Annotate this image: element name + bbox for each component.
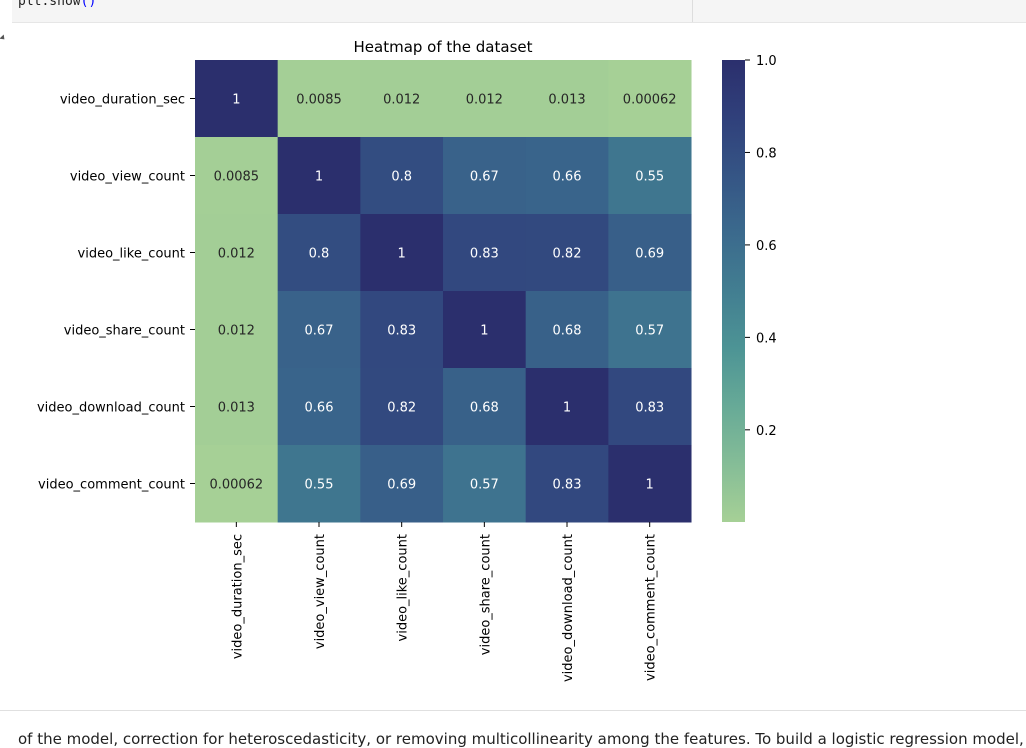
cell-annotation-2-5: 0.69 [635, 247, 664, 262]
row-label-5: video_comment_count [38, 478, 185, 493]
code-cell-divider [692, 0, 693, 22]
heatmap-cell-4-4 [525, 368, 609, 446]
heatmap-cell-5-4 [525, 445, 609, 523]
heatmap-cell-4-1 [277, 368, 361, 446]
cell-annotation-0-0: 1 [232, 93, 240, 108]
markdown-preview: of the model, correction for heterosceda… [18, 730, 1024, 748]
heatmap-cell-1-5 [608, 137, 692, 215]
cell-annotation-1-1: 1 [315, 170, 323, 185]
cell-annotation-3-2: 0.83 [387, 324, 416, 339]
col-label-4: video_download_count [561, 534, 576, 682]
code-cell[interactable]: plt.show() [12, 0, 1026, 23]
cell-annotation-3-4: 0.68 [553, 324, 582, 339]
heatmap-cell-2-0 [195, 214, 279, 292]
colorbar [722, 60, 745, 522]
cell-annotation-5-5: 1 [646, 478, 654, 493]
cell-annotation-4-4: 1 [563, 401, 571, 416]
col-label-1: video_view_count [313, 534, 328, 649]
cell-annotation-4-2: 0.82 [387, 401, 416, 416]
cell-annotation-2-3: 0.83 [470, 247, 499, 262]
cell-annotation-2-4: 0.82 [553, 247, 582, 262]
heatmap-cell-5-2 [360, 445, 444, 523]
colorbar-tick-label-1: 0.4 [756, 331, 777, 346]
row-label-4: video_download_count [37, 401, 185, 416]
heatmap-cell-5-1 [277, 445, 361, 523]
heatmap-cell-0-2 [360, 60, 444, 138]
heatmap-cell-5-3 [443, 445, 527, 523]
cell-annotation-4-3: 0.68 [470, 401, 499, 416]
heatmap-cell-2-3 [443, 214, 527, 292]
cell-annotation-1-3: 0.67 [470, 170, 499, 185]
row-label-2: video_like_count [78, 247, 185, 262]
code-line[interactable]: plt.show() [18, 0, 96, 9]
heatmap-cell-3-3 [443, 291, 527, 369]
col-label-3: video_share_count [478, 534, 493, 655]
cell-annotation-1-4: 0.66 [553, 170, 582, 185]
heatmap-cell-3-2 [360, 291, 444, 369]
colorbar-tick-label-0: 0.2 [756, 424, 777, 439]
heatmap-cell-3-1 [277, 291, 361, 369]
heatmap-chart: Heatmap of the dataset 1 0.0085 0.012 0.012… [37, 38, 777, 682]
cell-annotation-0-3: 0.012 [466, 93, 503, 108]
colorbar-tick-label-3: 0.8 [756, 146, 777, 161]
heatmap-cell-1-1 [277, 137, 361, 215]
cell-annotation-2-0: 0.012 [218, 247, 255, 262]
cell-annotation-0-2: 0.012 [383, 93, 420, 108]
heatmap-cell-0-0 [195, 60, 279, 138]
heatmap-cell-2-2 [360, 214, 444, 292]
heatmap-cell-1-0 [195, 137, 279, 215]
row-label-0: video_duration_sec [60, 93, 185, 108]
code-paren: () [80, 0, 97, 9]
colorbar-tick-label-4: 1.0 [756, 54, 777, 69]
chart-title: Heatmap of the dataset [354, 38, 533, 56]
row-label-1: video_view_count [70, 170, 185, 185]
cell-annotation-3-1: 0.67 [305, 324, 334, 339]
cell-annotation-5-2: 0.69 [387, 478, 416, 493]
heatmap-cell-5-5 [608, 445, 692, 523]
output-divider [0, 710, 1026, 711]
col-label-0: video_duration_sec [230, 534, 245, 659]
cell-annotation-2-2: 1 [398, 247, 406, 262]
cell-annotation-0-5: 0.00062 [623, 93, 677, 108]
cell-annotation-5-1: 0.55 [305, 478, 334, 493]
heatmap-cell-4-3 [443, 368, 527, 446]
heatmap-cell-2-5 [608, 214, 692, 292]
heatmap-cell-0-4 [525, 60, 609, 138]
cell-annotation-4-5: 0.83 [635, 401, 664, 416]
cell-annotation-3-0: 0.012 [218, 324, 255, 339]
heatmap-cell-1-3 [443, 137, 527, 215]
heatmap-cell-4-2 [360, 368, 444, 446]
heatmap-cell-1-4 [525, 137, 609, 215]
cell-annotation-5-4: 0.83 [553, 478, 582, 493]
heatmap-cell-4-0 [195, 368, 279, 446]
heatmap-cell-5-0 [195, 445, 279, 523]
heatmap-cell-1-2 [360, 137, 444, 215]
heatmap-cell-2-1 [277, 214, 361, 292]
cell-annotation-5-3: 0.57 [470, 478, 499, 493]
cell-annotation-5-0: 0.00062 [209, 478, 263, 493]
colorbar-tick-label-2: 0.6 [756, 239, 777, 254]
cell-annotation-2-1: 0.8 [309, 247, 330, 262]
cell-annotation-4-1: 0.66 [305, 401, 334, 416]
heatmap-cell-0-1 [277, 60, 361, 138]
heatmap-cell-4-5 [608, 368, 692, 446]
cell-annotation-0-4: 0.013 [548, 93, 585, 108]
heatmap-cell-3-4 [525, 291, 609, 369]
row-label-3: video_share_count [64, 324, 185, 339]
cell-annotation-0-1: 0.0085 [296, 93, 342, 108]
heatmap-cell-3-0 [195, 291, 279, 369]
cell-annotation-3-5: 0.57 [635, 324, 664, 339]
cell-annotation-1-5: 0.55 [635, 170, 664, 185]
cell-annotation-4-0: 0.013 [218, 401, 255, 416]
cell-annotation-3-3: 1 [480, 324, 488, 339]
heatmap-cell-3-5 [608, 291, 692, 369]
code-text: plt.show [18, 0, 81, 9]
cell-annotation-1-2: 0.8 [391, 170, 412, 185]
col-label-5: video_comment_count [644, 534, 659, 681]
heatmap-cell-0-3 [443, 60, 527, 138]
cell-annotation-1-0: 0.0085 [214, 170, 260, 185]
heatmap-cell-2-4 [525, 214, 609, 292]
col-label-2: video_like_count [396, 534, 411, 641]
heatmap-cell-0-5 [608, 60, 692, 138]
